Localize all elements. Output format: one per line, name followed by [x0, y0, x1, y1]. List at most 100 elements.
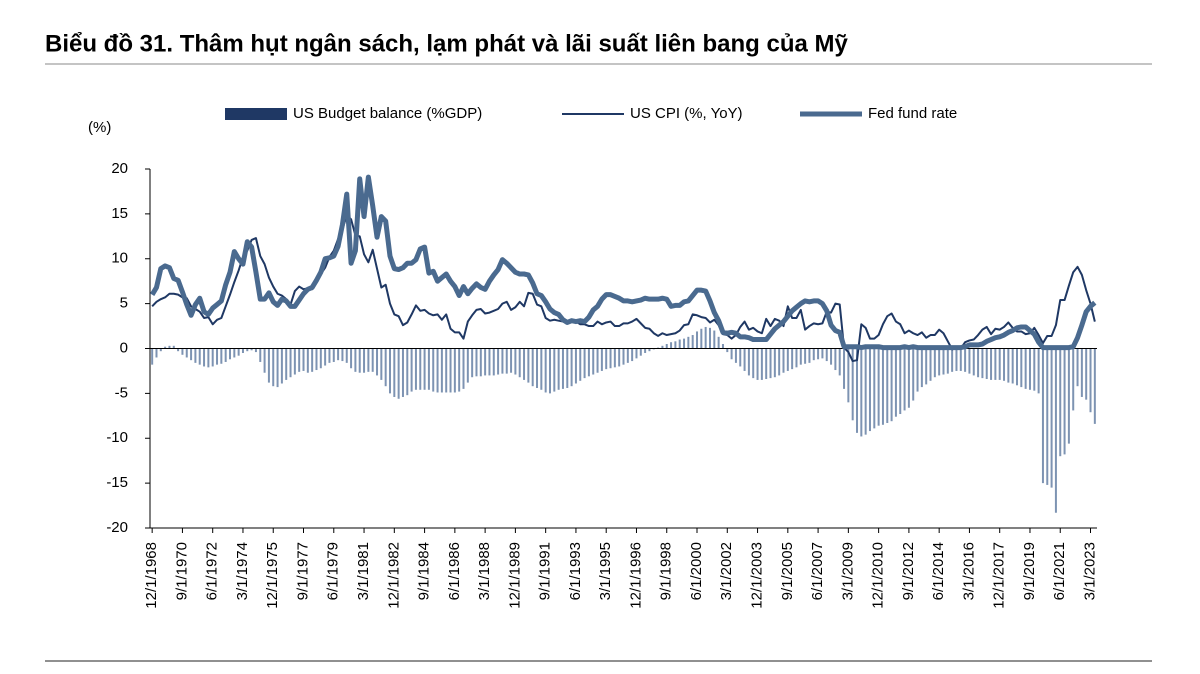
bar: [319, 348, 322, 369]
bar: [1080, 348, 1083, 397]
bar: [1059, 348, 1062, 457]
y-axis-label: (%): [88, 119, 111, 136]
bar: [557, 348, 560, 390]
bar: [778, 348, 781, 376]
bar: [445, 348, 448, 393]
bar: [786, 348, 789, 371]
bar: [194, 348, 197, 363]
bar: [721, 344, 724, 349]
bar: [410, 348, 413, 392]
bar: [1063, 348, 1066, 455]
bar: [856, 348, 859, 433]
bar: [185, 348, 188, 358]
bar: [609, 348, 612, 369]
x-tick-label: 12/1/1968: [143, 542, 160, 609]
bar: [812, 348, 815, 361]
bar: [644, 348, 647, 353]
bar: [873, 348, 876, 429]
bar: [285, 348, 288, 380]
bar: [929, 348, 932, 381]
bar: [713, 330, 716, 349]
bar: [912, 348, 915, 401]
bar: [1024, 348, 1027, 389]
bar: [808, 348, 811, 363]
x-tick-label: 9/1/2012: [900, 542, 917, 600]
bar: [293, 348, 296, 375]
bar: [925, 348, 928, 385]
bar: [985, 348, 988, 380]
legend-label: US CPI (%, YoY): [630, 105, 743, 122]
x-tick-label: 12/1/1975: [264, 542, 281, 609]
bar: [1072, 348, 1075, 411]
bar: [172, 345, 175, 349]
bar: [821, 348, 824, 359]
line-series: [150, 174, 1097, 351]
bar: [799, 348, 802, 365]
bar: [631, 348, 634, 362]
x-tick-label: 3/1/2009: [839, 542, 856, 600]
bar: [518, 348, 521, 378]
x-tick-label: 9/1/1991: [537, 542, 554, 600]
bar: [436, 348, 439, 393]
bar: [782, 348, 785, 373]
bar: [990, 348, 993, 380]
bar: [760, 348, 763, 380]
bar: [479, 348, 482, 377]
bar: [466, 348, 469, 383]
bar: [397, 348, 400, 399]
y-tick-label: -15: [106, 474, 128, 491]
bar: [804, 348, 807, 364]
bar: [977, 348, 980, 378]
bar: [363, 348, 366, 373]
bar: [345, 348, 348, 363]
bar: [250, 348, 253, 351]
bar: [916, 348, 919, 392]
bar: [942, 348, 945, 375]
bar: [1007, 348, 1010, 383]
bar: [1093, 348, 1096, 424]
bar: [177, 348, 180, 352]
x-tick-label: 3/1/1974: [234, 542, 251, 600]
y-tick-label: 0: [120, 339, 128, 356]
bar: [168, 345, 171, 349]
bar: [207, 348, 210, 368]
bar: [670, 342, 673, 349]
bar: [276, 348, 279, 388]
bar: [1046, 348, 1049, 485]
bar: [687, 336, 690, 349]
bar: [311, 348, 314, 372]
legend-swatch: [225, 108, 287, 120]
bar: [267, 348, 270, 383]
bar: [1003, 348, 1006, 381]
bar: [501, 348, 504, 374]
x-tick-label: 6/1/1979: [325, 542, 342, 600]
bar: [600, 348, 603, 371]
bar: [505, 348, 508, 374]
bar: [458, 348, 461, 392]
y-tick-label: 5: [120, 295, 128, 312]
bar: [315, 348, 318, 371]
bar: [704, 326, 707, 349]
y-tick-label: -5: [115, 384, 128, 401]
bar: [955, 348, 958, 371]
bar: [752, 348, 755, 379]
bar: [553, 348, 556, 392]
bar: [838, 348, 841, 376]
bar: [791, 348, 794, 370]
bar: [354, 348, 357, 372]
bar: [566, 348, 569, 388]
bar: [427, 348, 430, 390]
bar: [622, 348, 625, 365]
bar: [696, 331, 699, 349]
chart-title: Biểu đồ 31. Thâm hụt ngân sách, lạm phát…: [45, 30, 848, 57]
bar: [1067, 348, 1070, 444]
bar: [843, 348, 846, 389]
y-tick-label: -20: [106, 519, 128, 536]
bar: [544, 348, 547, 393]
bar: [523, 348, 526, 380]
x-tick-label: 6/1/1986: [446, 542, 463, 600]
bar: [587, 348, 590, 377]
x-tick-label: 3/1/1995: [597, 542, 614, 600]
bar: [380, 348, 383, 380]
